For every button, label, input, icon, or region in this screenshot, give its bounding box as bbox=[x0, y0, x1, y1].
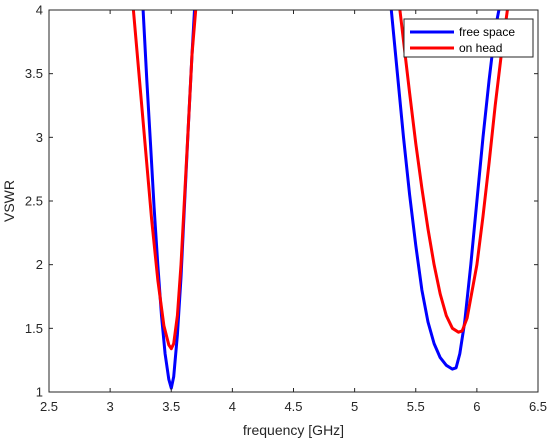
x-tick-label: 3.5 bbox=[162, 399, 180, 414]
series-line-on-head-0 bbox=[131, 10, 198, 351]
series-layer bbox=[131, 10, 509, 390]
y-tick-label: 2.5 bbox=[25, 194, 43, 209]
legend-label-free-space: free space bbox=[459, 25, 515, 39]
legend: free space on head bbox=[403, 18, 534, 58]
x-tick-label: 2.5 bbox=[40, 399, 58, 414]
y-tick-label: 3 bbox=[36, 130, 43, 145]
legend-label-on-head: on head bbox=[459, 41, 502, 55]
x-tick-label: 5.5 bbox=[407, 399, 425, 414]
tick-labels-layer: 2.5 3 3.5 4 4.5 5 5.5 6 6.5 1 1.5 2 2.5 3 3.5 4 bbox=[25, 3, 547, 415]
legend-box bbox=[403, 18, 534, 58]
x-tick-label: 4.5 bbox=[284, 399, 302, 414]
x-tick-label: 6 bbox=[473, 399, 480, 414]
y-tick-label: 2 bbox=[36, 257, 43, 272]
series-line-free-space-1 bbox=[389, 10, 501, 371]
x-axis-title: frequency [GHz] bbox=[243, 422, 344, 438]
x-tick-label: 4 bbox=[229, 399, 236, 414]
y-tick-label: 1.5 bbox=[25, 321, 43, 336]
x-tick-label: 6.5 bbox=[529, 399, 547, 414]
y-tick-label: 1 bbox=[36, 385, 43, 400]
plot-area bbox=[49, 10, 538, 392]
series-line-on-head-1 bbox=[398, 10, 509, 334]
y-axis-title: VSWR bbox=[1, 180, 17, 222]
y-tick-label: 3.5 bbox=[25, 66, 43, 81]
ticks-layer bbox=[48, 9, 539, 393]
x-tick-label: 5 bbox=[351, 399, 358, 414]
y-tick-label: 4 bbox=[36, 3, 43, 18]
x-tick-label: 3 bbox=[107, 399, 114, 414]
